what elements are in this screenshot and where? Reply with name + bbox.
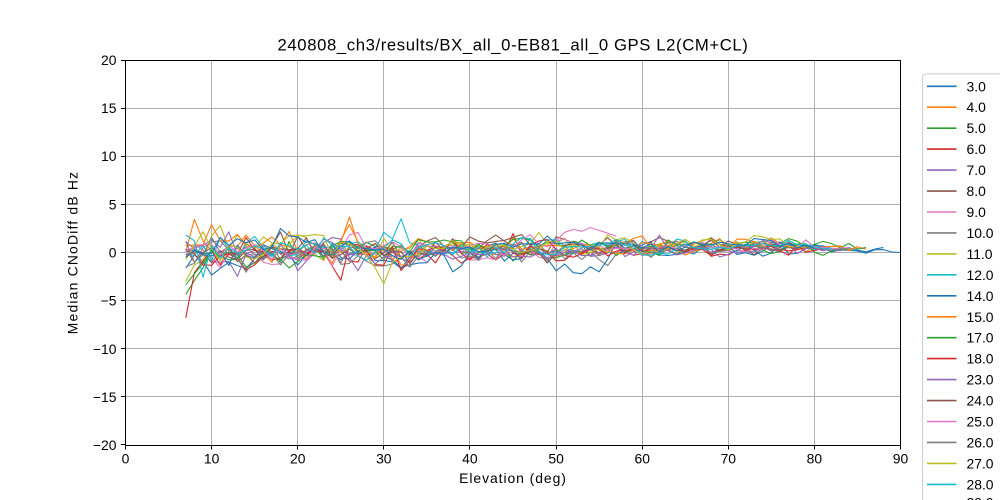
svg-text:12.0: 12.0 [967, 267, 994, 283]
svg-text:−20: −20 [93, 437, 117, 453]
svg-text:29.0: 29.0 [967, 495, 994, 500]
svg-text:24.0: 24.0 [967, 393, 994, 409]
svg-text:70: 70 [721, 451, 737, 467]
svg-text:40: 40 [462, 451, 478, 467]
svg-text:90: 90 [893, 451, 909, 467]
svg-text:10: 10 [204, 451, 220, 467]
svg-text:4.0: 4.0 [967, 99, 987, 115]
svg-text:10: 10 [101, 148, 117, 164]
svg-text:30: 30 [376, 451, 392, 467]
svg-text:11.0: 11.0 [967, 246, 993, 262]
svg-text:23.0: 23.0 [967, 372, 994, 388]
svg-text:28.0: 28.0 [967, 476, 994, 492]
svg-text:27.0: 27.0 [967, 455, 994, 471]
svg-text:9.0: 9.0 [967, 204, 987, 220]
svg-text:Median CNoDiff dB Hz: Median CNoDiff dB Hz [65, 171, 81, 334]
svg-text:15.0: 15.0 [967, 309, 994, 325]
svg-text:−15: −15 [93, 389, 117, 405]
svg-text:0: 0 [122, 451, 130, 467]
svg-text:17.0: 17.0 [967, 330, 994, 346]
svg-text:14.0: 14.0 [967, 288, 994, 304]
svg-text:7.0: 7.0 [967, 162, 987, 178]
svg-text:Elevation (deg): Elevation (deg) [459, 470, 567, 486]
svg-text:−5: −5 [101, 293, 117, 309]
svg-text:26.0: 26.0 [967, 434, 994, 450]
svg-text:6.0: 6.0 [967, 141, 987, 157]
svg-text:60: 60 [634, 451, 650, 467]
svg-text:80: 80 [807, 451, 823, 467]
svg-text:3.0: 3.0 [967, 78, 987, 94]
svg-text:8.0: 8.0 [967, 183, 987, 199]
svg-text:20: 20 [290, 451, 306, 467]
svg-text:0: 0 [109, 245, 117, 261]
svg-text:18.0: 18.0 [967, 351, 994, 367]
svg-text:20: 20 [101, 52, 117, 68]
svg-text:−10: −10 [93, 341, 117, 357]
svg-text:50: 50 [548, 451, 564, 467]
svg-text:10.0: 10.0 [967, 225, 994, 241]
svg-text:5.0: 5.0 [967, 120, 987, 136]
svg-text:15: 15 [101, 100, 117, 116]
svg-text:25.0: 25.0 [967, 414, 994, 430]
svg-text:240808_ch3/results/BX_all_0-EB: 240808_ch3/results/BX_all_0-EB81_all_0 G… [278, 36, 749, 55]
svg-text:5: 5 [109, 196, 117, 212]
